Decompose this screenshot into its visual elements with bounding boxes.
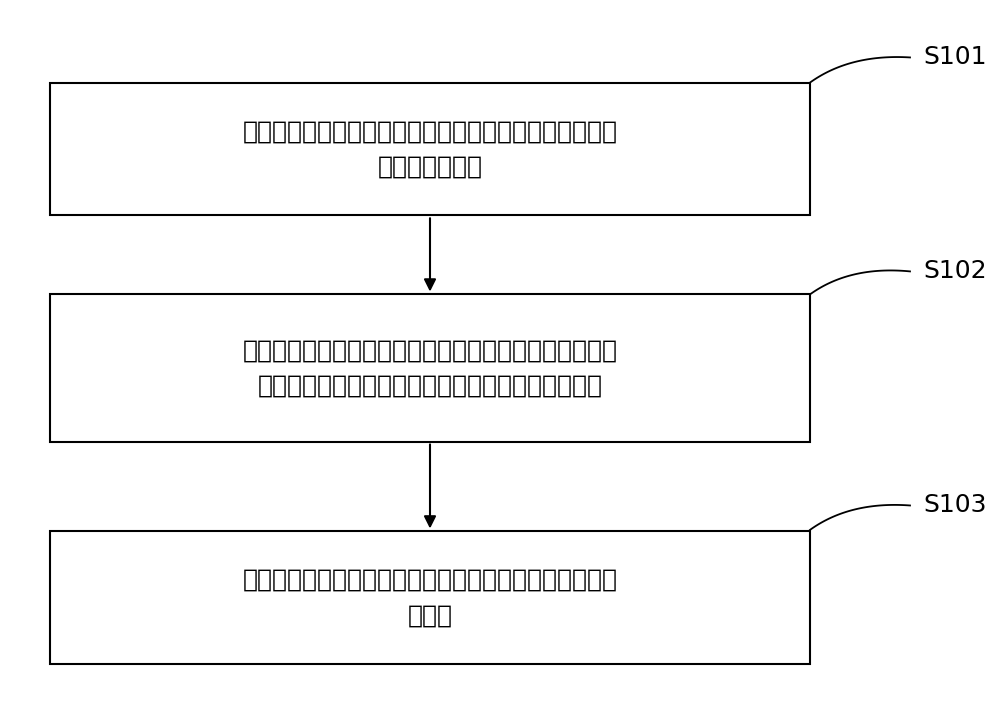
FancyBboxPatch shape bbox=[50, 83, 810, 215]
Text: 删除所述代价矩阵中不与任意所述量测信息关联的航迹和
不与任意所述航迹关联的量测信息，得到待关联矩阵: 删除所述代价矩阵中不与任意所述量测信息关联的航迹和 不与任意所述航迹关联的量测信… bbox=[242, 338, 618, 398]
Text: 获取跟踪目标的量测信息和航迹，根据所述量测信息和航
迹建立代价矩阵: 获取跟踪目标的量测信息和航迹，根据所述量测信息和航 迹建立代价矩阵 bbox=[242, 119, 618, 179]
Text: 根据所述待关联矩阵得到与所述跟踪目标的航迹关联的量
测信息: 根据所述待关联矩阵得到与所述跟踪目标的航迹关联的量 测信息 bbox=[242, 568, 618, 628]
FancyBboxPatch shape bbox=[50, 294, 810, 442]
FancyBboxPatch shape bbox=[50, 531, 810, 664]
Text: S102: S102 bbox=[923, 259, 987, 284]
Text: S103: S103 bbox=[923, 493, 987, 518]
Text: S101: S101 bbox=[923, 45, 987, 70]
